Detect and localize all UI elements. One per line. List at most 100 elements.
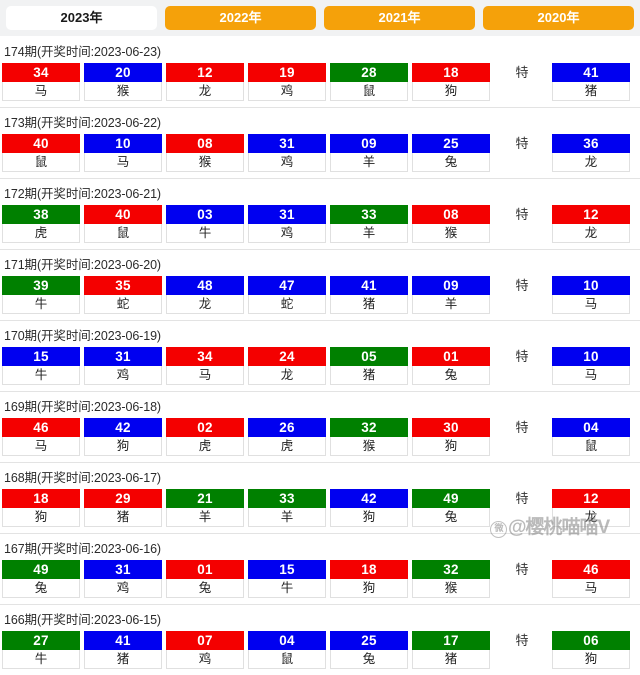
normal-ball[interactable]: 34 马 [166,347,244,385]
ball-zodiac: 鼠 [2,153,80,172]
special-ball[interactable]: 04 鼠 [552,418,630,456]
draw-period-block: 172期(开奖时间:2023-06-21) 38 虎 40 鼠 03 牛 31 鸡 33 羊 08 猴 特… [0,178,640,249]
normal-ball[interactable]: 21 羊 [166,489,244,527]
normal-ball[interactable]: 40 鼠 [2,134,80,172]
draw-period-block: 169期(开奖时间:2023-06-18) 46 马 42 狗 02 虎 26 虎 32 猴 30 狗特… [0,391,640,462]
normal-ball[interactable]: 15 牛 [2,347,80,385]
normal-ball[interactable]: 17 猪 [412,631,490,669]
special-ball[interactable]: 12 龙 [552,205,630,243]
normal-ball[interactable]: 42 狗 [84,418,162,456]
normal-ball[interactable]: 07 鸡 [166,631,244,669]
ball-number: 41 [552,63,630,82]
normal-ball[interactable]: 30 狗 [412,418,490,456]
ball-zodiac: 兔 [2,579,80,598]
ball-zodiac: 狗 [412,437,490,456]
special-ball[interactable]: 10 马 [552,347,630,385]
normal-ball[interactable]: 32 猴 [412,560,490,598]
year-tab-2023[interactable]: 2023年 [6,6,157,30]
normal-ball[interactable]: 08 猴 [166,134,244,172]
normal-ball[interactable]: 40 鼠 [84,205,162,243]
ball-number: 06 [552,631,630,650]
normal-ball[interactable]: 18 狗 [330,560,408,598]
period-header: 172期(开奖时间:2023-06-21) [4,187,161,201]
normal-ball[interactable]: 33 羊 [248,489,326,527]
normal-ball[interactable]: 41 猪 [330,276,408,314]
ball-zodiac: 虎 [166,437,244,456]
normal-ball[interactable]: 02 虎 [166,418,244,456]
balls-row: 18 狗 29 猪 21 羊 33 羊 42 狗 49 兔特 12 龙 [0,489,640,533]
normal-ball[interactable]: 47 蛇 [248,276,326,314]
normal-ball[interactable]: 12 龙 [166,63,244,101]
normal-ball[interactable]: 49 兔 [2,560,80,598]
normal-ball[interactable]: 49 兔 [412,489,490,527]
special-ball[interactable]: 06 狗 [552,631,630,669]
normal-ball[interactable]: 03 牛 [166,205,244,243]
normal-ball[interactable]: 38 虎 [2,205,80,243]
normal-ball[interactable]: 35 蛇 [84,276,162,314]
ball-number: 41 [330,276,408,295]
normal-ball[interactable]: 20 猴 [84,63,162,101]
normal-ball[interactable]: 18 狗 [412,63,490,101]
normal-ball[interactable]: 25 兔 [330,631,408,669]
year-tab-2021[interactable]: 2021年 [324,6,475,30]
normal-ball[interactable]: 46 马 [2,418,80,456]
ball-number: 46 [552,560,630,579]
ball-number: 41 [84,631,162,650]
normal-ball[interactable]: 01 兔 [166,560,244,598]
ball-zodiac: 猪 [84,650,162,669]
special-ball[interactable]: 12 龙 [552,489,630,527]
ball-number: 01 [166,560,244,579]
balls-row: 49 兔 31 鸡 01 兔 15 牛 18 狗 32 猴特 46 马 [0,560,640,604]
special-ball[interactable]: 36 龙 [552,134,630,172]
normal-ball[interactable]: 10 马 [84,134,162,172]
normal-ball[interactable]: 24 龙 [248,347,326,385]
ball-number: 31 [248,205,326,224]
ball-zodiac: 兔 [166,579,244,598]
ball-zodiac: 鸡 [248,224,326,243]
ball-zodiac: 龙 [552,508,630,527]
normal-ball[interactable]: 04 鼠 [248,631,326,669]
ball-number: 17 [412,631,490,650]
ball-zodiac: 猴 [330,437,408,456]
normal-ball[interactable]: 28 鼠 [330,63,408,101]
normal-ball[interactable]: 25 兔 [412,134,490,172]
normal-ball[interactable]: 09 羊 [412,276,490,314]
period-header: 174期(开奖时间:2023-06-23) [4,45,161,59]
special-ball[interactable]: 10 马 [552,276,630,314]
normal-ball[interactable]: 27 牛 [2,631,80,669]
year-tab-2020[interactable]: 2020年 [483,6,634,30]
normal-ball[interactable]: 32 猴 [330,418,408,456]
ball-number: 49 [412,489,490,508]
year-tab-2022[interactable]: 2022年 [165,6,316,30]
normal-ball[interactable]: 15 牛 [248,560,326,598]
normal-ball[interactable]: 39 牛 [2,276,80,314]
normal-ball[interactable]: 34 马 [2,63,80,101]
normal-ball[interactable]: 31 鸡 [248,134,326,172]
normal-ball[interactable]: 09 羊 [330,134,408,172]
normal-ball[interactable]: 31 鸡 [84,347,162,385]
ball-zodiac: 马 [552,295,630,314]
normal-ball[interactable]: 19 鸡 [248,63,326,101]
normal-ball[interactable]: 05 猪 [330,347,408,385]
normal-ball[interactable]: 42 狗 [330,489,408,527]
normal-ball[interactable]: 18 狗 [2,489,80,527]
ball-zodiac: 猪 [412,650,490,669]
ball-number: 08 [412,205,490,224]
special-ball[interactable]: 46 马 [552,560,630,598]
ball-zodiac: 鸡 [84,579,162,598]
normal-ball[interactable]: 31 鸡 [84,560,162,598]
normal-ball[interactable]: 41 猪 [84,631,162,669]
ball-zodiac: 鼠 [330,82,408,101]
special-ball-label: 特 [515,207,529,222]
ball-number: 25 [330,631,408,650]
special-ball[interactable]: 41 猪 [552,63,630,101]
year-tab-bar: 2023年 2022年 2021年 2020年 [0,0,640,36]
normal-ball[interactable]: 48 龙 [166,276,244,314]
normal-ball[interactable]: 08 猴 [412,205,490,243]
normal-ball[interactable]: 31 鸡 [248,205,326,243]
normal-ball[interactable]: 33 羊 [330,205,408,243]
normal-ball[interactable]: 01 兔 [412,347,490,385]
normal-ball[interactable]: 29 猪 [84,489,162,527]
ball-number: 15 [248,560,326,579]
normal-ball[interactable]: 26 虎 [248,418,326,456]
